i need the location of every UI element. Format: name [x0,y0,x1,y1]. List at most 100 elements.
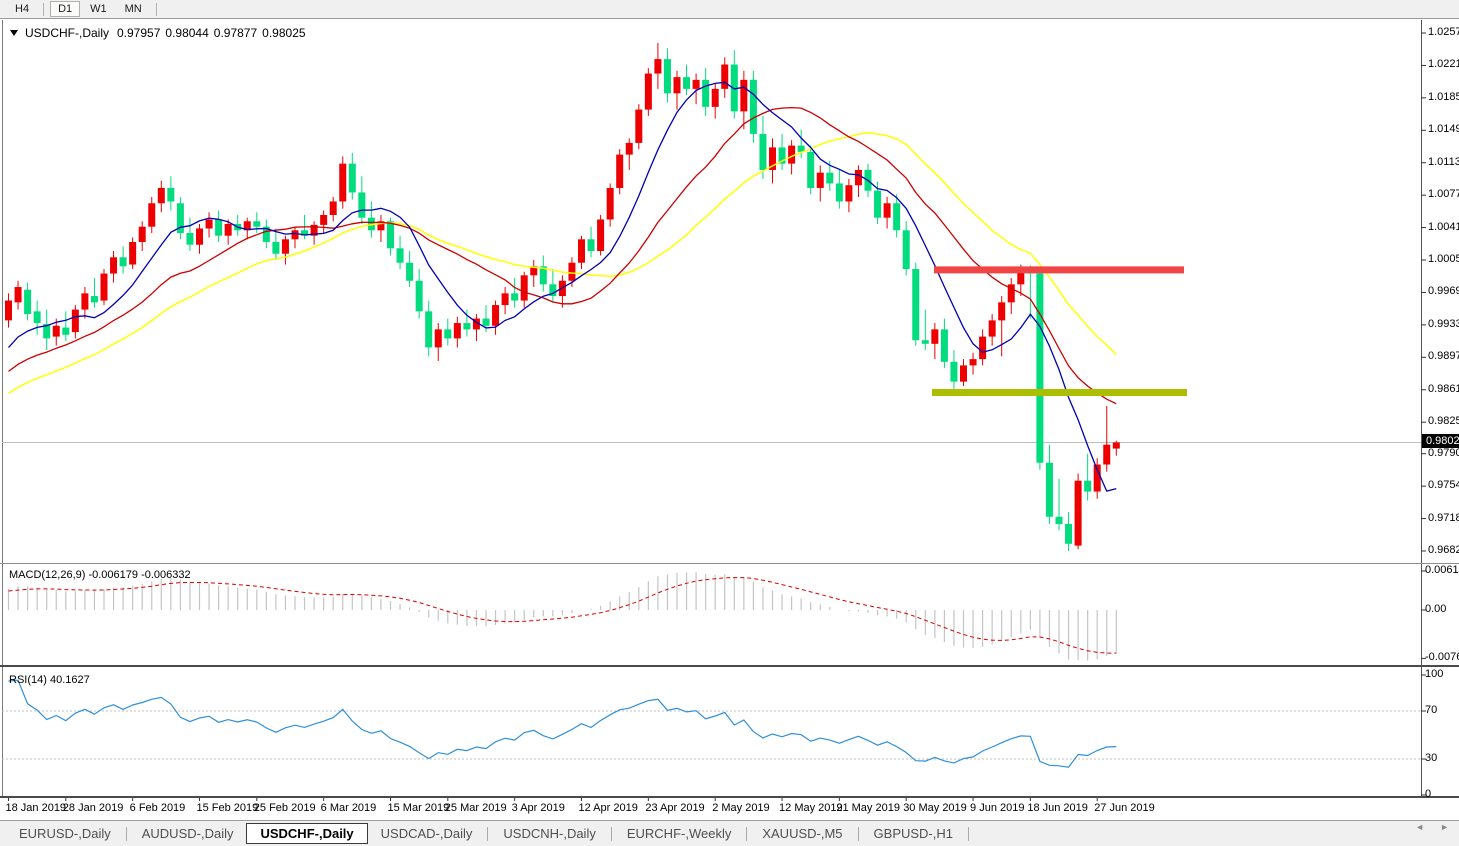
quote-open: 0.97957 [117,26,161,40]
candle-body [625,142,633,155]
candle-body [329,201,337,215]
chart-tab-usdcnh[interactable]: USDCNH-,Daily [503,826,596,841]
timeframe-button-w1[interactable]: W1 [90,3,107,15]
candle-body [301,230,309,236]
candle-body [778,147,786,164]
candle-body [883,203,891,218]
candle-body [874,190,882,218]
chart-tab-usdchf[interactable]: USDCHF-,Daily [246,823,368,844]
candle-body [549,284,557,297]
candle-body [100,273,108,301]
chart-tab-eurusd[interactable]: EURUSD-,Daily [19,826,111,841]
timeframe-button-d1[interactable]: D1 [50,1,81,17]
candle-body [960,365,967,382]
candle-body [148,203,156,227]
timeframe-button-h4[interactable]: H4 [15,3,30,15]
tab-separator [746,826,748,841]
chart-tab-gbpusd[interactable]: GBPUSD-,H1 [873,826,953,841]
candle-body [196,228,203,245]
candle-body [348,163,356,193]
candle-body [988,320,996,337]
candle-body [835,183,843,202]
candle-body [673,77,681,94]
candle-body [797,145,805,152]
chart-tab-eurchf[interactable]: EURCHF-,Weekly [626,826,732,841]
candle-body [157,187,165,204]
candle-body [444,329,452,339]
candle-body [425,311,433,348]
candle-body [339,163,347,202]
symbol-dropdown-icon[interactable] [10,30,18,36]
tab-scroll-left-icon[interactable]: ◄ [1415,822,1425,832]
candle-body [415,280,423,312]
candle-body [463,323,471,330]
candle-body [759,133,767,170]
ma-slow-line [8,132,1117,395]
chart-tab-usdcad[interactable]: USDCAD-,Daily [380,826,473,841]
candle-body [453,323,461,339]
candle-body [683,77,691,89]
candle-body [1065,523,1073,544]
candle-body [492,305,500,326]
candle-body [358,192,366,218]
candle-body [1084,480,1092,492]
candle-body [406,262,414,281]
candlestick-series [5,42,1120,551]
candle-body [215,219,223,236]
tab-scroll-right-icon[interactable]: ► [1440,822,1449,832]
chart-tab-xauusd[interactable]: XAUUSD-,M5 [762,826,843,841]
candle-body [52,325,60,337]
macd-indicator-label: MACD(12,26,9) -0.006179 -0.006332 [9,569,191,581]
candle-body [1017,271,1025,285]
candle-body [377,221,385,231]
rsi-line [8,679,1117,768]
candle-body [129,242,137,265]
candle-body [998,302,1006,321]
candle-body [587,239,595,252]
candle-body [186,232,194,245]
candle-body [692,79,700,89]
timeframe-button-mn[interactable]: MN [124,3,142,15]
candle-body [1036,273,1044,463]
candle-body [291,230,299,240]
candle-body [90,296,98,303]
candle-body [43,323,51,339]
candle-body [62,327,70,335]
candle-body [5,300,12,321]
pane-separator-main-macd[interactable] [0,563,1459,564]
candle-body [24,289,32,315]
candle-body [730,64,738,112]
pane-separator-rsi-bottom [0,796,1459,798]
candle-body [71,309,79,333]
candle-body [826,172,834,184]
pane-separator-macd-rsi[interactable] [0,665,1459,667]
candle-body [969,359,977,366]
chart-tab-audusd[interactable]: AUDUSD-,Daily [141,826,234,841]
candle-body [272,242,280,254]
tab-separator [968,826,969,841]
candle-body [119,257,127,267]
candle-body [721,64,729,89]
candle-body [568,262,576,281]
candle-body [788,145,796,164]
candle-body [387,221,394,249]
candle-body [14,287,22,303]
toolbar-separator [155,2,157,16]
timeframe-toolbar: H4 D1 W1 MN [0,0,1459,19]
macd-histogram [7,572,1117,661]
candle-body [224,223,232,236]
candle-body [854,169,862,186]
candle-body [606,187,614,220]
tab-separator [125,826,127,841]
candle-body [138,226,146,243]
candle-body [931,329,939,344]
candle-body [893,203,901,231]
quote-low: 0.97877 [213,26,258,40]
candle-body [578,239,585,263]
candle-body [176,203,184,233]
candle-body [81,293,89,310]
candle-body [1055,516,1063,524]
candle-body [1074,480,1082,546]
candle-body [482,318,490,326]
